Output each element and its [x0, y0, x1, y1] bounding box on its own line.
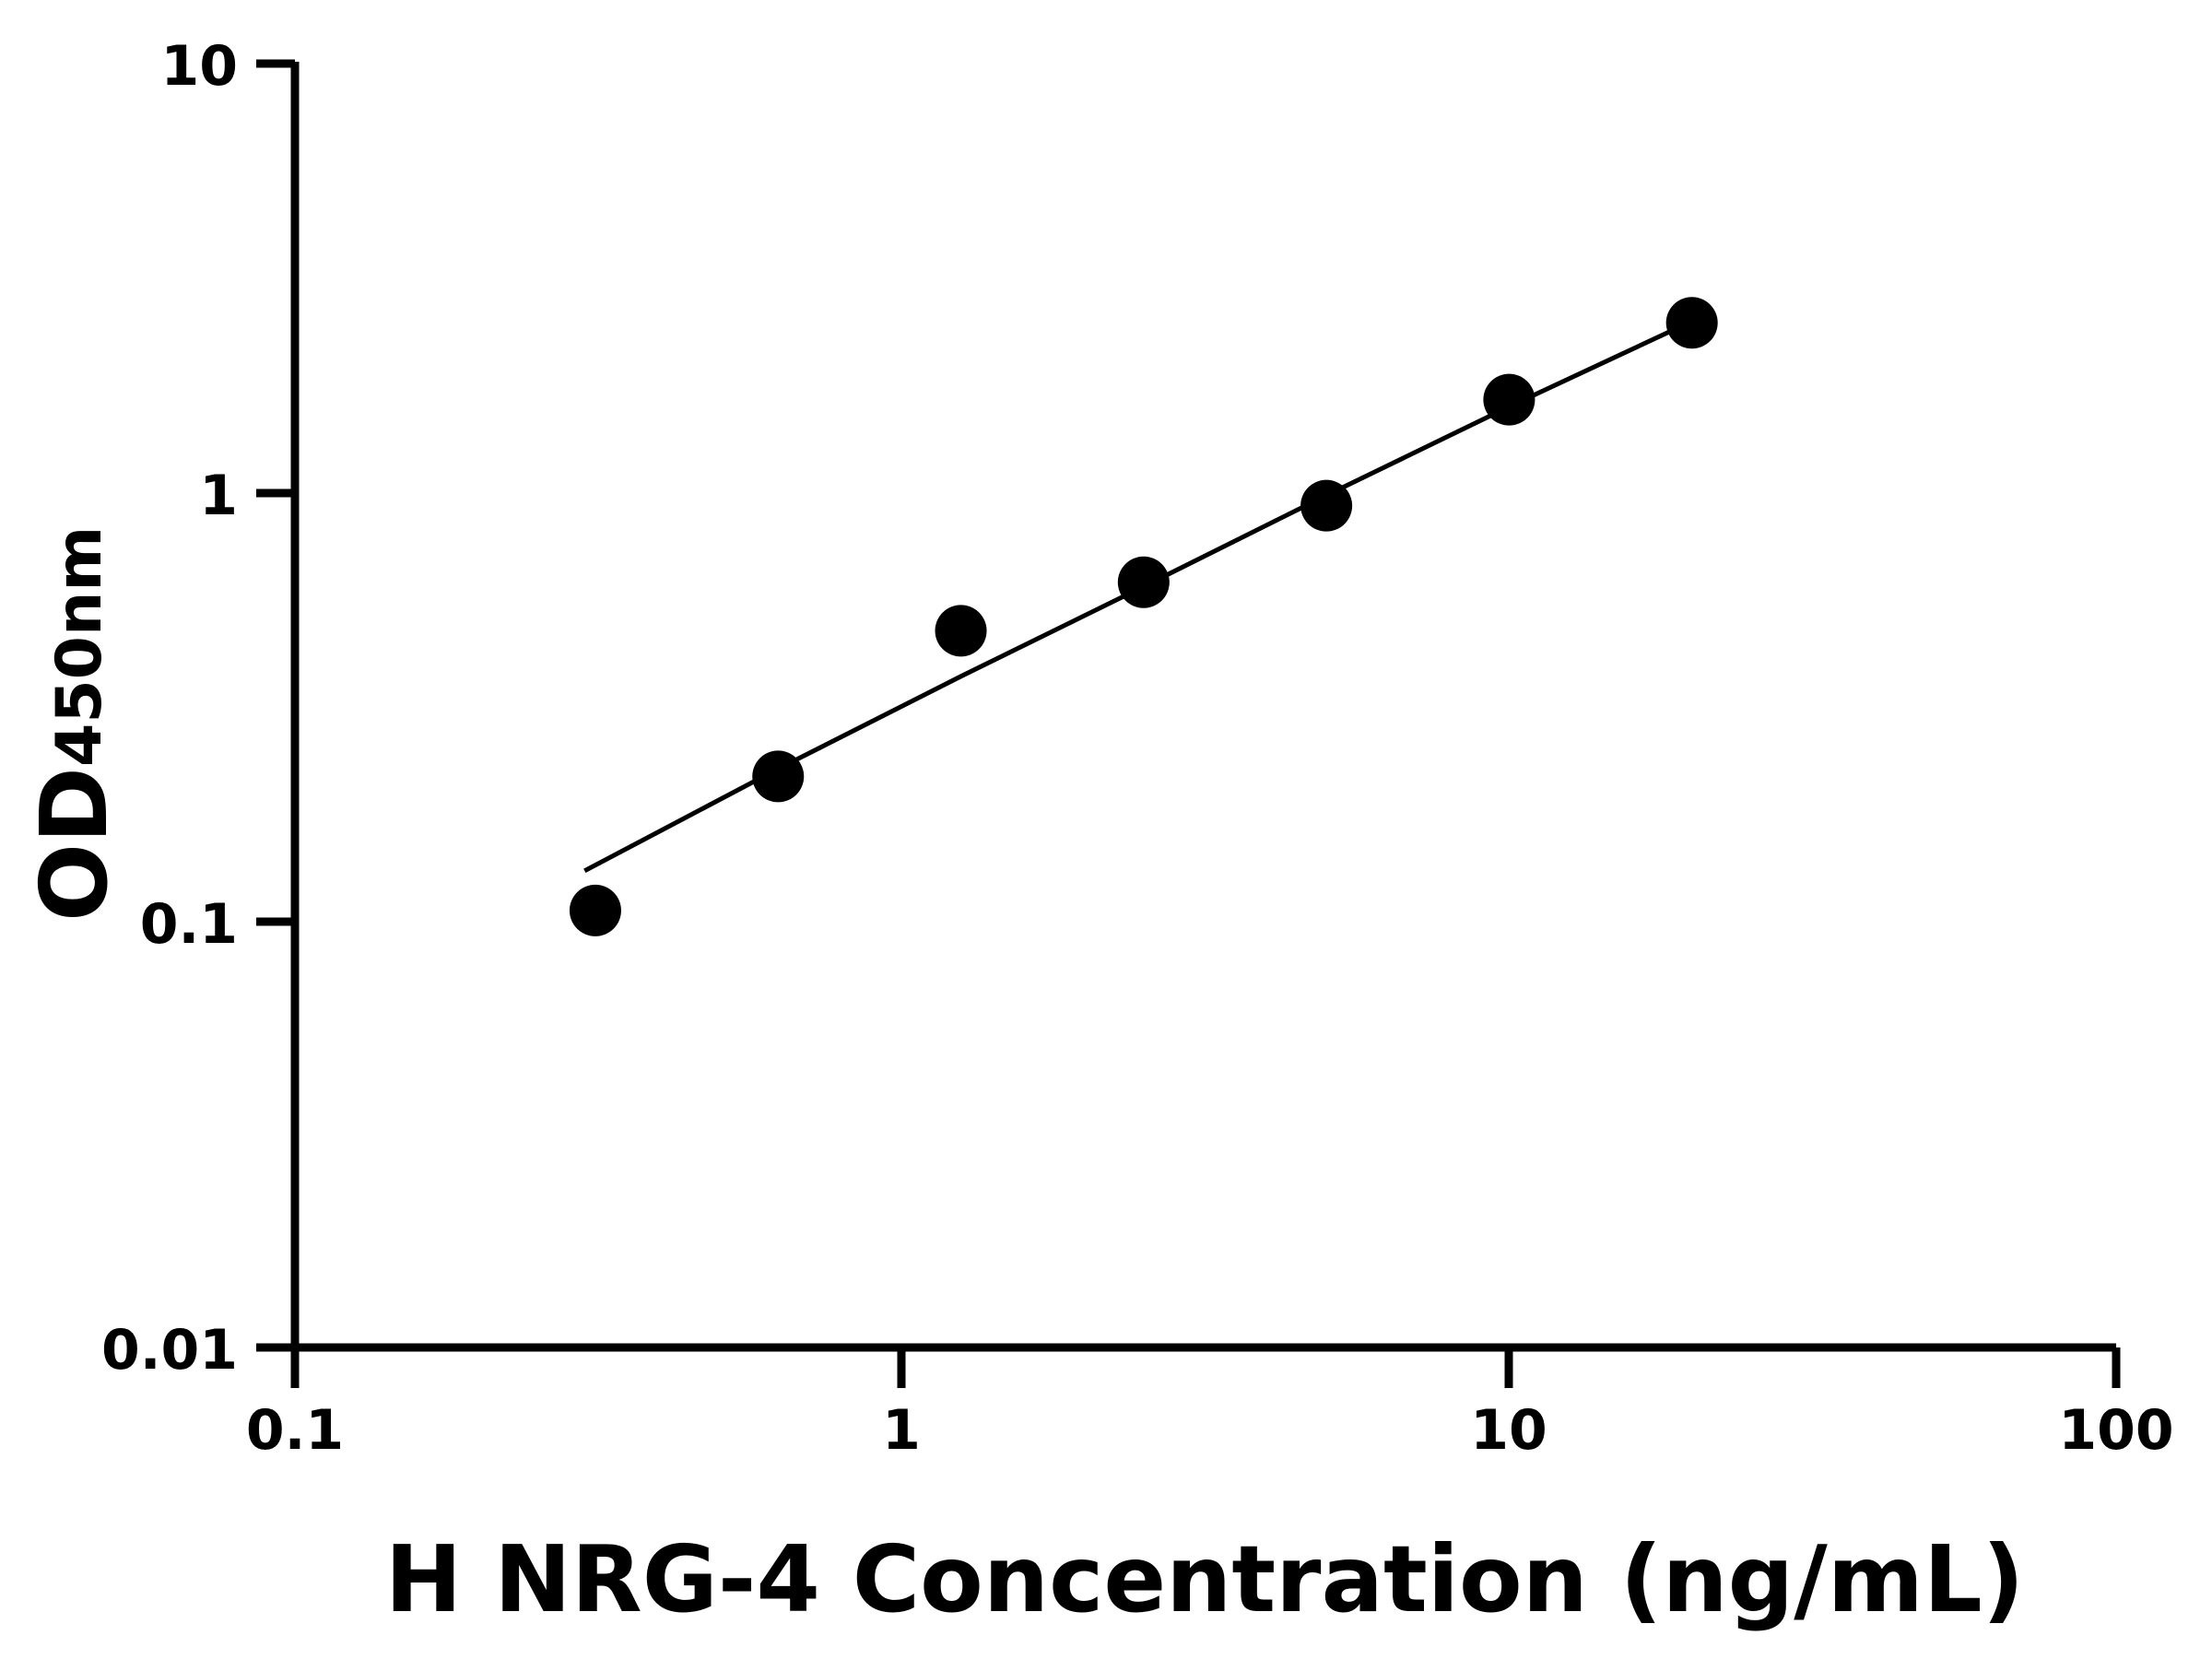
data-point	[935, 605, 987, 657]
y-axis-title: OD450nm	[20, 526, 128, 922]
data-point	[1300, 479, 1353, 532]
data-point	[569, 884, 621, 936]
x-tick-label: 0.1	[246, 1398, 344, 1463]
data-point	[1483, 373, 1535, 426]
x-axis-title: H NRG-4 Concentration (ng/mL)	[385, 1525, 2025, 1633]
x-tick-label: 1	[882, 1398, 921, 1463]
x-tick-label: 100	[2058, 1398, 2173, 1463]
data-point	[752, 750, 805, 803]
data-point	[1117, 556, 1170, 608]
y-axis-title-subscript: 450nm	[43, 526, 116, 767]
y-axis-title-main: OD	[20, 767, 128, 922]
data-points	[569, 297, 1718, 936]
y-tick-label: 0.01	[101, 1318, 238, 1382]
y-tick-label: 10	[161, 34, 239, 99]
data-point	[1665, 297, 1718, 349]
x-tick-label: 10	[1470, 1398, 1547, 1463]
y-tick-label: 0.1	[140, 892, 238, 957]
y-tick-label: 1	[199, 464, 238, 528]
